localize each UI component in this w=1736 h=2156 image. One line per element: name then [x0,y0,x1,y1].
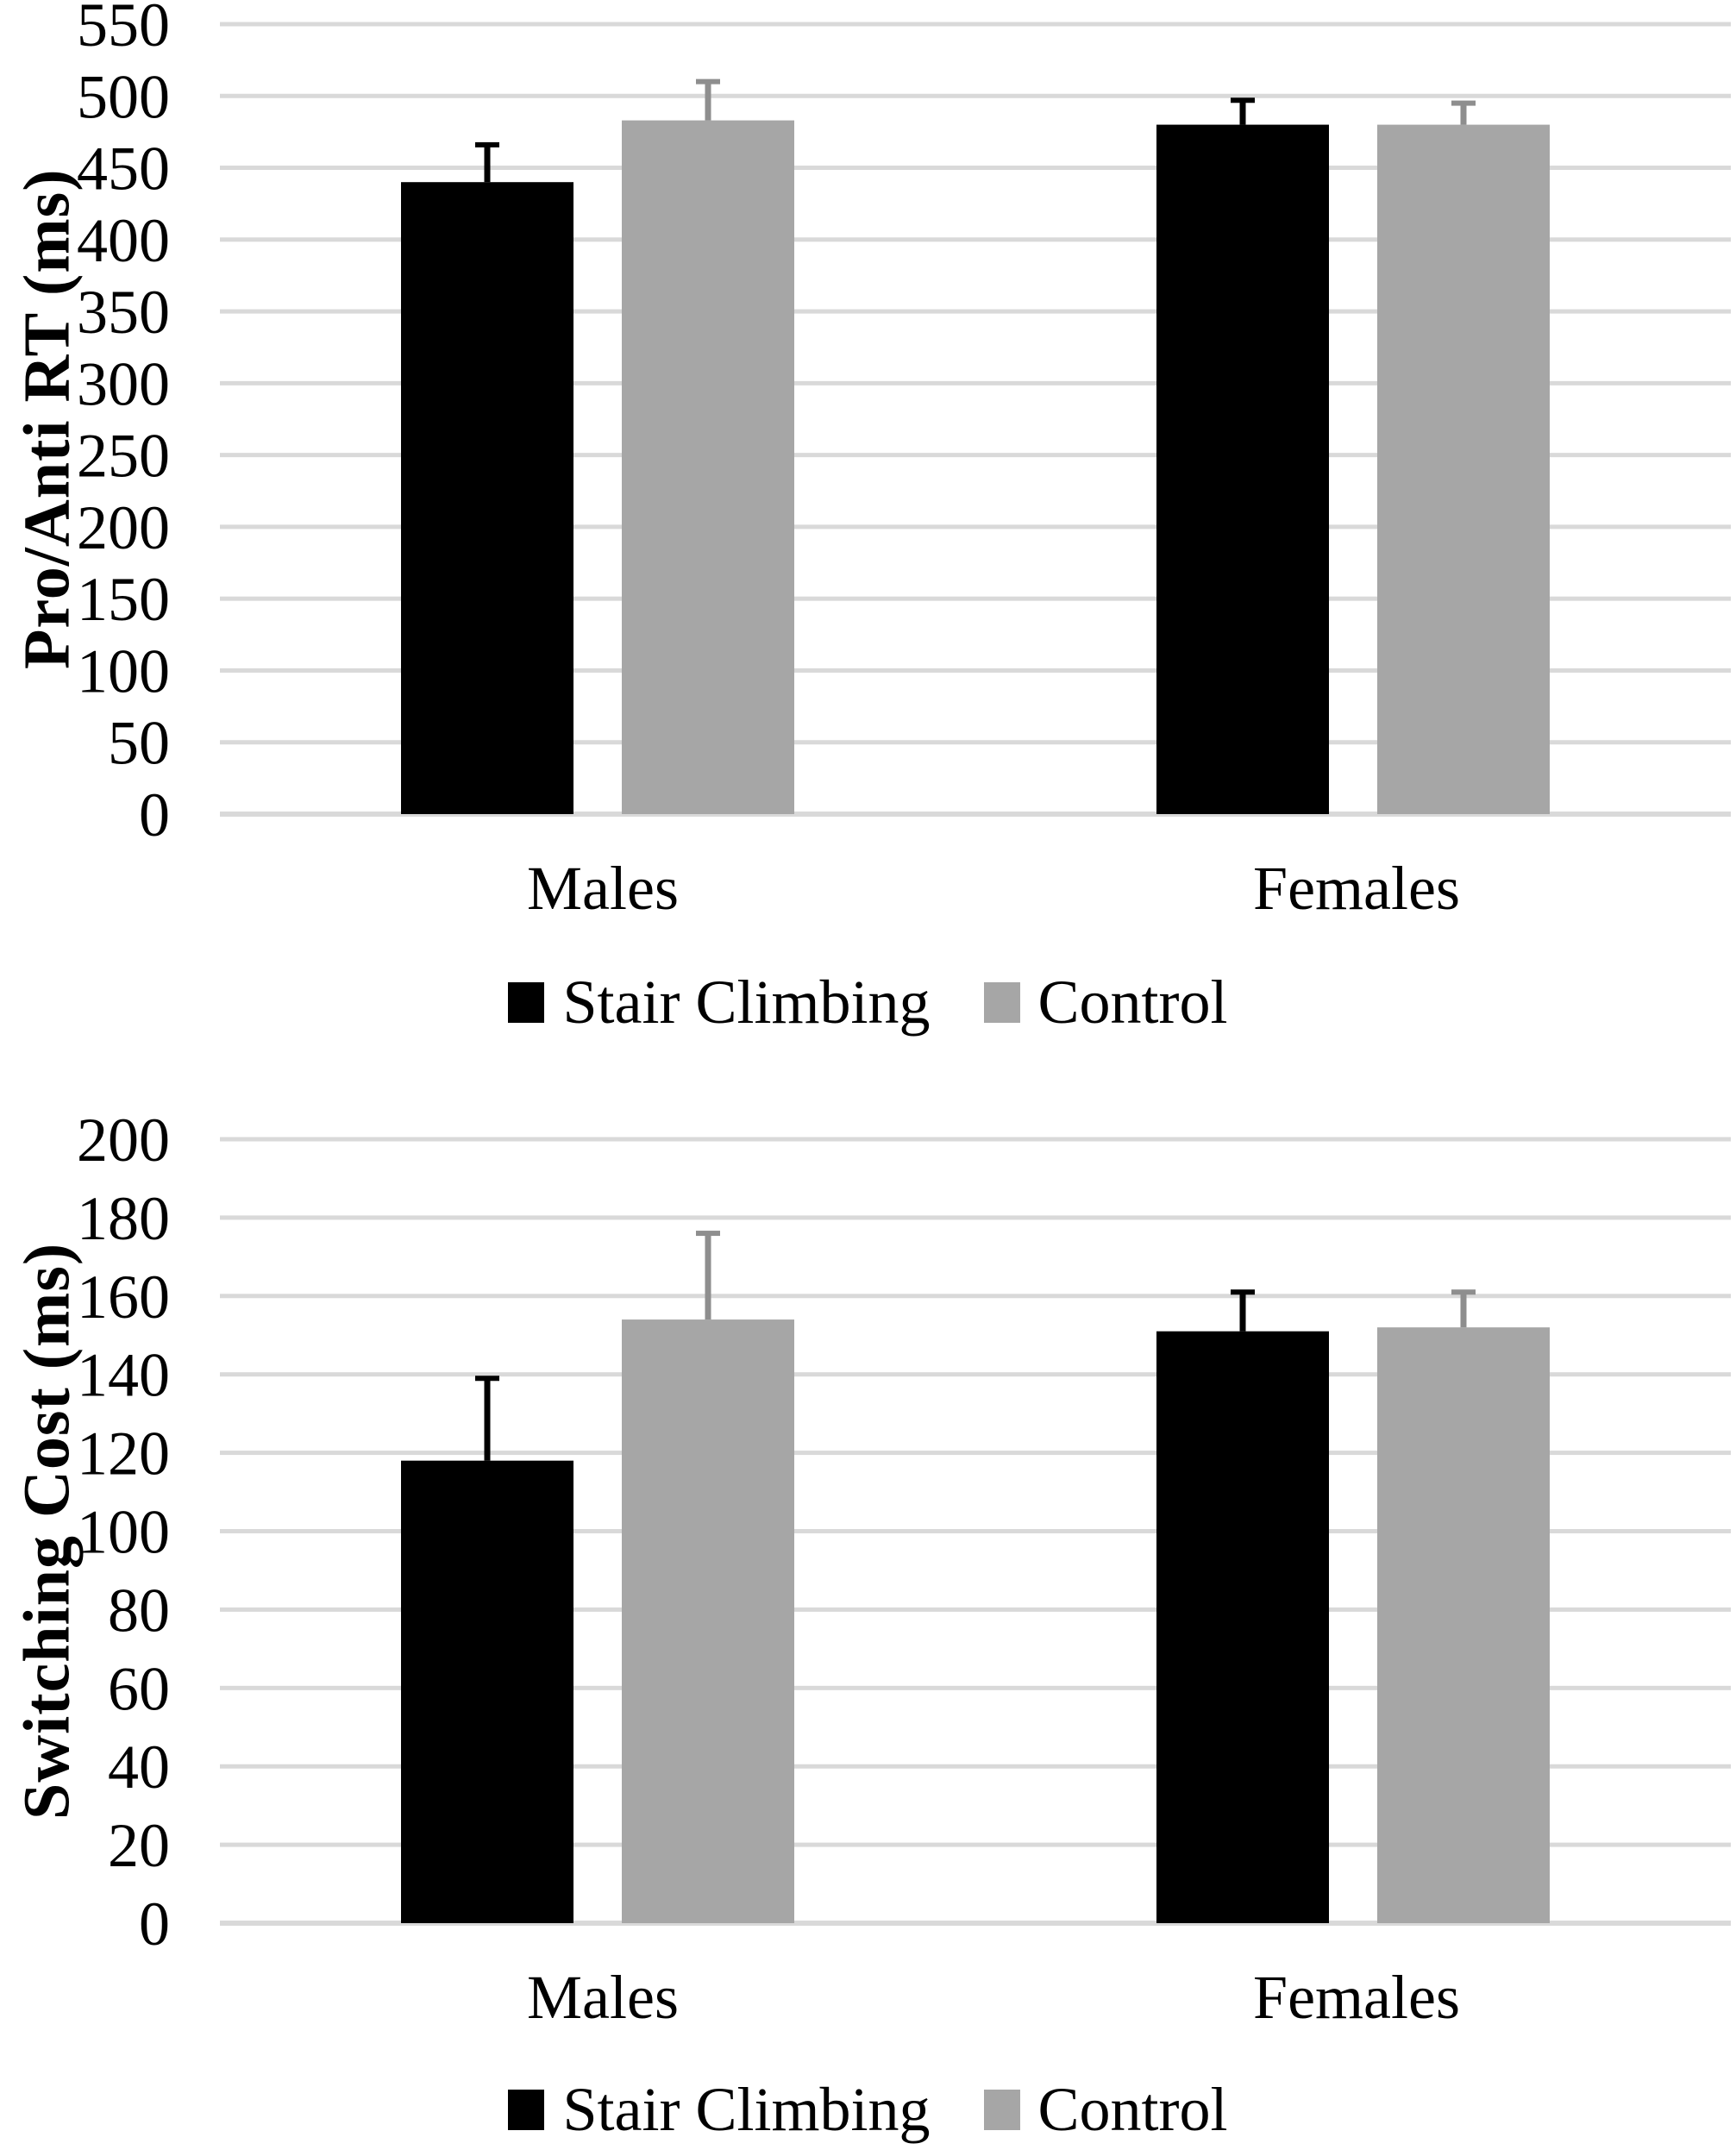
y-tick-label-300: 300 [77,349,170,418]
error-bar-cap [475,141,499,147]
y-tick-label-120: 120 [77,1420,170,1489]
category-label-males: Males [527,854,679,923]
legend-label-control: Control [1037,2075,1228,2144]
y-tick-label-50: 50 [108,709,170,778]
x-axis-line [220,1921,1731,1926]
gridline-180 [220,1215,1731,1220]
y-axis-title-pro-anti-rt: Pro/Anti RT (ms) [10,168,84,670]
y-tick-label-0: 0 [139,780,170,849]
y-tick-label-0: 0 [139,1890,170,1959]
error-bar-stem [705,1233,711,1320]
bar-stair-climbing-females [1156,1331,1329,1923]
error-bar-stem [705,81,711,121]
error-bar-cap [1451,100,1476,106]
bar-stair-climbing-females [1156,124,1329,815]
y-tick-label-140: 140 [77,1341,170,1410]
y-axis-title-switching-cost: Switching Cost (ms) [10,1242,84,1821]
gridline-300 [220,380,1731,385]
gridline-350 [220,309,1731,314]
legend-item-control: Control [983,959,1228,1045]
y-tick-label-60: 60 [108,1654,170,1723]
gridline-400 [220,237,1731,242]
chart-switching-cost: 0 20 40 60 80 100 120 140 160 180 200 Switching Co… [0,1078,1736,2156]
bar-control-males [622,120,794,814]
chart-pro-anti-rt: 0 50 100 150 200 250 300 350 400 450 500 550 Pro/An… [0,0,1736,1045]
error-bar-cap [1231,1289,1255,1295]
gridline-20 [220,1842,1731,1847]
y-tick-label-400: 400 [77,206,170,275]
error-bar-cap [1451,1289,1476,1295]
error-bar-stem [484,144,491,183]
error-bar-stem [1239,100,1246,125]
switching-cost-plot: 0 20 40 60 80 100 120 140 160 180 200 [77,1106,1731,1959]
legend-label-stair-climbing: Stair Climbing [562,2075,931,2144]
stair-climbing-swatch-icon [508,2089,545,2130]
y-tick-label-160: 160 [77,1263,170,1332]
gridline-100 [220,667,1731,673]
y-tick-label-200: 200 [77,1106,170,1175]
legend-item-control: Control [983,2066,1228,2153]
x-axis-line [220,812,1731,817]
y-tick-label-350: 350 [77,278,170,347]
category-label-males: Males [527,1963,679,2032]
gridline-50 [220,740,1731,745]
error-bar-cap [696,1231,720,1237]
gridline-500 [220,93,1731,98]
legend-item-stair-climbing: Stair Climbing [508,959,931,1045]
gridline-200 [220,524,1731,530]
gridline-450 [220,166,1731,171]
bar-control-males [622,1319,794,1923]
error-bar-cap [1231,97,1255,103]
gridline-120 [220,1451,1731,1456]
y-tick-label-40: 40 [108,1733,170,1802]
gridline-250 [220,453,1731,458]
gridline-550 [220,22,1731,27]
legend-item-stair-climbing: Stair Climbing [508,2066,931,2153]
control-swatch-icon [983,2089,1020,2130]
bar-control-females [1377,124,1550,815]
category-label-females: Females [1253,854,1460,923]
y-tick-label-250: 250 [77,422,170,491]
y-tick-label-20: 20 [108,1811,170,1880]
bar-control-females [1377,1327,1550,1923]
y-tick-label-100: 100 [77,1498,170,1567]
y-tick-label-200: 200 [77,493,170,562]
bar-stair-climbing-males [401,182,573,814]
y-tick-label-150: 150 [77,565,170,634]
legend-label-stair-climbing: Stair Climbing [562,968,931,1037]
y-tick-label-100: 100 [77,636,170,705]
gridline-160 [220,1294,1731,1299]
error-bar-cap [475,1376,499,1382]
error-bar-stem [484,1378,491,1461]
gridline-200 [220,1137,1731,1142]
control-swatch-icon [983,981,1020,1023]
gridline-80 [220,1607,1731,1612]
error-bar-cap [696,78,720,85]
error-bar-stem [1460,1292,1467,1328]
gridline-150 [220,596,1731,601]
gridline-140 [220,1372,1731,1377]
y-tick-label-80: 80 [108,1576,170,1645]
gridline-100 [220,1529,1731,1533]
gridline-40 [220,1764,1731,1769]
legend: Stair Climbing Control [0,2066,1736,2153]
category-label-females: Females [1253,1963,1460,2032]
bar-stair-climbing-males [401,1460,573,1923]
stair-climbing-swatch-icon [508,981,545,1023]
y-tick-label-550: 550 [77,0,170,60]
legend-label-control: Control [1037,968,1228,1037]
y-tick-label-180: 180 [77,1184,170,1253]
legend: Stair Climbing Control [0,959,1736,1045]
gridline-60 [220,1685,1731,1690]
error-bar-stem [1460,103,1467,125]
error-bar-stem [1239,1292,1246,1332]
y-tick-label-500: 500 [77,62,170,131]
y-tick-label-450: 450 [77,135,170,204]
